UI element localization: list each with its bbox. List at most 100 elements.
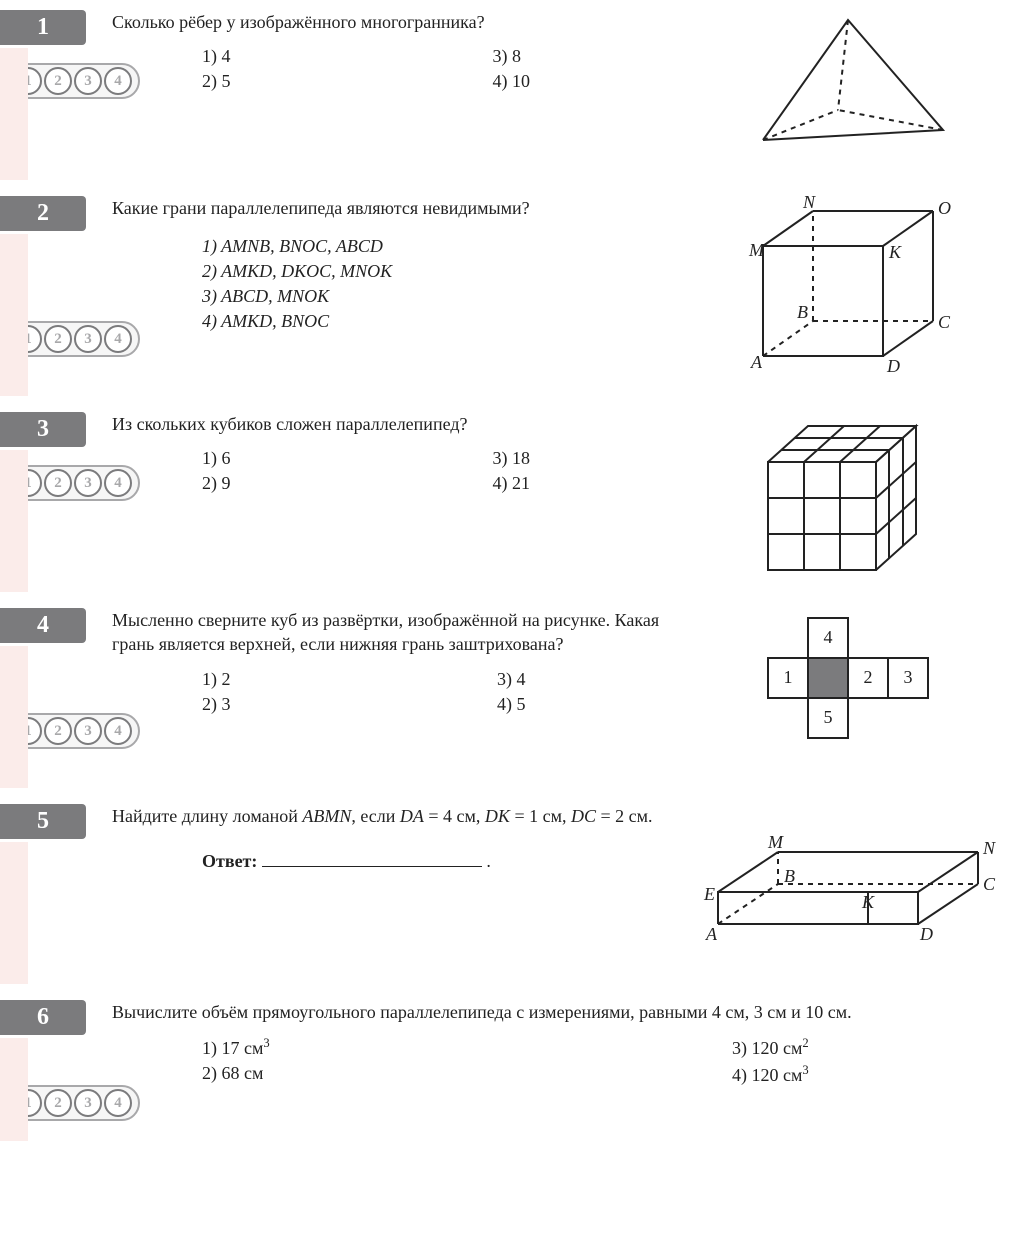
option-1: 1) 17 см3 xyxy=(202,1036,472,1059)
bubble-2[interactable]: 2 xyxy=(44,717,72,745)
bubble-4[interactable]: 4 xyxy=(104,67,132,95)
option-3: 3) 4 xyxy=(497,669,672,690)
flat-cuboid-icon: M N E B C A K D xyxy=(698,804,998,964)
question-number-badge: 2 xyxy=(0,196,86,231)
bubble-4[interactable]: 4 xyxy=(104,717,132,745)
margin-strip xyxy=(0,450,28,592)
bubble-3[interactable]: 3 xyxy=(74,469,102,497)
question-text: Мысленно сверните куб из развёртки, изоб… xyxy=(112,608,672,657)
option-2: 2) 68 см xyxy=(202,1063,472,1086)
label-K: K xyxy=(861,892,875,912)
option-4: 4) 21 xyxy=(493,473,673,494)
net-label-2: 2 xyxy=(863,667,872,687)
bubble-3[interactable]: 3 xyxy=(74,1089,102,1117)
question-3: 3 1 2 3 4 Из скольких кубиков сложен пар… xyxy=(0,412,1011,572)
question-number-badge: 1 xyxy=(0,10,86,45)
pyramid-icon xyxy=(743,10,953,160)
figure-cube-grid xyxy=(684,412,1011,572)
bubble-4[interactable]: 4 xyxy=(104,325,132,353)
question-1: 1 1 2 3 4 Сколько рёбер у изображённого … xyxy=(0,10,1011,160)
option-3: 3) 8 xyxy=(493,46,673,67)
bubble-2[interactable]: 2 xyxy=(44,1089,72,1117)
option-3: 3) 120 см2 xyxy=(732,1036,1011,1059)
answer-blank[interactable] xyxy=(262,846,482,867)
bubble-2[interactable]: 2 xyxy=(44,67,72,95)
net-label-4: 4 xyxy=(823,627,832,647)
option-2: 2) 5 xyxy=(202,71,373,92)
question-body: Мысленно сверните куб из развёртки, изоб… xyxy=(112,608,672,768)
option-4: 4) 120 см3 xyxy=(732,1063,1011,1086)
cuboid-icon: M N O K A B C D xyxy=(733,196,963,376)
option-2: 2) 9 xyxy=(202,473,373,494)
label-D: D xyxy=(886,356,900,376)
margin-strip xyxy=(0,646,28,788)
label-B: B xyxy=(797,302,808,322)
option-3: 3) 18 xyxy=(493,448,673,469)
question-body: Вычислите объём прямоугольного параллеле… xyxy=(112,1000,1011,1121)
bubble-3[interactable]: 3 xyxy=(74,717,102,745)
question-number-badge: 4 xyxy=(0,608,86,643)
left-column: 1 1 2 3 4 xyxy=(0,10,100,160)
option-2: 2) 3 xyxy=(202,694,377,715)
answer-label: Ответ: xyxy=(202,851,257,871)
margin-strip xyxy=(0,1038,28,1141)
question-text: Вычислите объём прямоугольного параллеле… xyxy=(112,1000,1011,1024)
left-column: 6 1 2 3 4 xyxy=(0,1000,100,1121)
bubble-4[interactable]: 4 xyxy=(104,469,132,497)
option-1: 1) AMNB, BNOC, ABCD xyxy=(202,236,672,257)
cube-net-icon: 4 1 2 3 5 xyxy=(748,608,948,768)
net-label-3: 3 xyxy=(903,667,912,687)
bubble-4[interactable]: 4 xyxy=(104,1089,132,1117)
left-column: 3 1 2 3 4 xyxy=(0,412,100,572)
option-3: 3) ABCD, MNOK xyxy=(202,286,672,307)
option-2: 2) AMKD, DKOC, MNOK xyxy=(202,261,672,282)
label-E: E xyxy=(703,884,715,904)
net-label-5: 5 xyxy=(823,707,832,727)
options-grid: 1) 6 3) 18 2) 9 4) 21 xyxy=(202,448,672,494)
bubble-3[interactable]: 3 xyxy=(74,325,102,353)
label-A: A xyxy=(705,924,718,944)
question-text: Сколько рёбер у изображённого многогранн… xyxy=(112,10,672,34)
label-N: N xyxy=(802,192,816,212)
figure-cuboid: M N O K A B C D xyxy=(684,196,1011,376)
margin-strip xyxy=(0,234,28,396)
question-body: Сколько рёбер у изображённого многогранн… xyxy=(112,10,672,160)
question-number-badge: 6 xyxy=(0,1000,86,1035)
label-C: C xyxy=(983,874,996,894)
option-1: 1) 6 xyxy=(202,448,373,469)
label-M: M xyxy=(767,832,784,852)
question-number-badge: 3 xyxy=(0,412,86,447)
options-grid: 1) 4 3) 8 2) 5 4) 10 xyxy=(202,46,672,92)
question-2: 2 1 2 3 4 Какие грани параллелепипеда яв… xyxy=(0,196,1011,376)
left-column: 4 1 2 3 4 xyxy=(0,608,100,768)
options-list: 1) AMNB, BNOC, ABCD 2) AMKD, DKOC, MNOK … xyxy=(202,236,672,332)
margin-strip xyxy=(0,842,28,984)
cubegrid-icon xyxy=(748,412,948,572)
question-6: 6 1 2 3 4 Вычислите объём прямоугольного… xyxy=(0,1000,1011,1121)
label-M: M xyxy=(748,240,765,260)
figure-net: 4 1 2 3 5 xyxy=(684,608,1011,768)
bubble-2[interactable]: 2 xyxy=(44,325,72,353)
options-grid: 1) 2 3) 4 2) 3 4) 5 xyxy=(202,669,672,715)
left-column: 5 xyxy=(0,804,100,964)
option-4: 4) 10 xyxy=(493,71,673,92)
label-B: B xyxy=(784,866,795,886)
option-1: 1) 2 xyxy=(202,669,377,690)
question-text: Из скольких кубиков сложен параллелепипе… xyxy=(112,412,672,436)
label-N: N xyxy=(982,838,996,858)
question-body: Найдите длину ломаной ABMN, если DA = 4 … xyxy=(112,804,672,964)
option-1: 1) 4 xyxy=(202,46,373,67)
question-text: Найдите длину ломаной ABMN, если DA = 4 … xyxy=(112,804,672,828)
bubble-3[interactable]: 3 xyxy=(74,67,102,95)
question-5: 5 Найдите длину ломаной ABMN, если DA = … xyxy=(0,804,1011,964)
question-body: Из скольких кубиков сложен параллелепипе… xyxy=(112,412,672,572)
label-A: A xyxy=(750,352,763,372)
bubble-2[interactable]: 2 xyxy=(44,469,72,497)
answer-row: Ответ: . xyxy=(202,846,672,872)
figure-flat-cuboid: M N E B C A K D xyxy=(684,804,1011,964)
options-grid: 1) 17 см3 3) 120 см2 2) 68 см 4) 120 см3 xyxy=(202,1036,1011,1086)
option-4: 4) AMKD, BNOC xyxy=(202,311,672,332)
figure-pyramid xyxy=(684,10,1011,160)
label-O: O xyxy=(938,198,951,218)
net-label-1: 1 xyxy=(783,667,792,687)
